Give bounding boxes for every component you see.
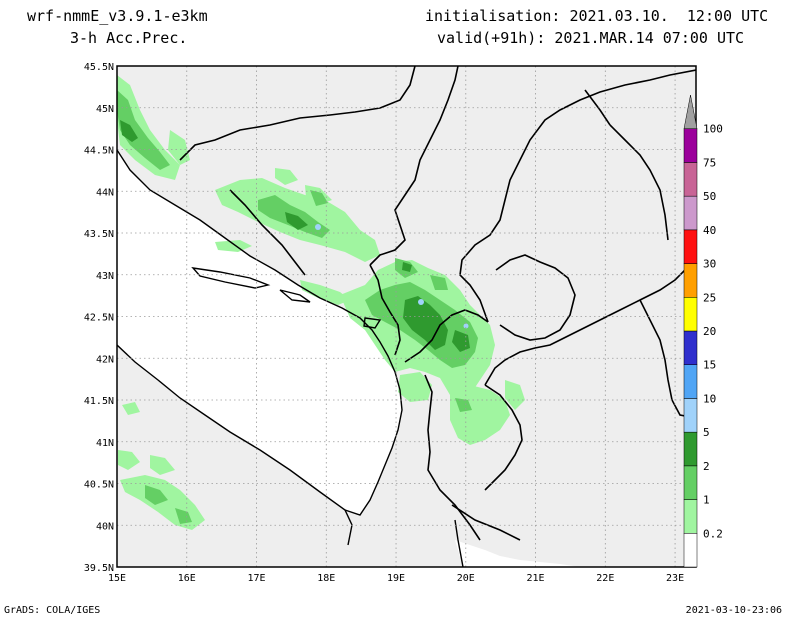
colorbar-label: 10: [703, 392, 716, 405]
lat-axis: 39.5N 40N 40.5N 41N 41.5N 42N 42.5N 43N 43.5N 44N…: [84, 62, 114, 574]
lat-tick-label: 39.5N: [84, 563, 114, 574]
colorbar-label: 15: [703, 359, 716, 372]
model-title: wrf-nmmE_v3.9.1-e3km: [27, 7, 208, 25]
precip-peak: [315, 224, 469, 329]
lon-tick-label: 19E: [387, 573, 405, 584]
footer-timestamp: 2021-03-10-23:06: [685, 605, 782, 616]
colorbar-label: 40: [703, 224, 716, 237]
colorbar-label: 75: [703, 156, 716, 169]
lat-tick-label: 42.5N: [84, 313, 114, 324]
colorbar-label: 5: [703, 426, 710, 439]
colorbar-swatch: [683, 431, 698, 467]
colorbar-swatch: [683, 398, 698, 433]
lon-tick-label: 17E: [247, 573, 265, 584]
lon-tick-label: 23E: [666, 573, 684, 584]
colorbar-label: 20: [703, 325, 716, 338]
lat-tick-label: 45N: [96, 104, 114, 115]
colorbar-swatch: [683, 330, 698, 365]
coastlines: [117, 149, 464, 567]
colorbar-label: 50: [703, 190, 716, 203]
valid-time: valid(+91h): 2021.MAR.14 07:00 UTC: [437, 29, 745, 47]
lon-axis: 15E 16E 17E 18E 19E 20E 21E 22E 23E: [108, 573, 684, 584]
lat-tick-label: 40N: [96, 521, 114, 532]
colorbar-label: 100: [703, 123, 723, 136]
graticule: [117, 66, 696, 567]
country-borders: [179, 66, 696, 541]
lon-tick-label: 18E: [317, 573, 335, 584]
lat-tick-label: 41N: [96, 438, 114, 449]
lon-tick-label: 21E: [527, 573, 545, 584]
colorbar-swatch: [683, 465, 698, 500]
lat-tick-label: 45.5N: [84, 62, 114, 73]
lon-tick-label: 20E: [457, 573, 475, 584]
lat-tick-label: 41.5N: [84, 396, 114, 407]
colorbar-swatch: [683, 499, 698, 534]
colorbar-label: 2: [703, 460, 710, 473]
lat-tick-label: 42N: [96, 354, 114, 365]
colorbar-swatch: [683, 263, 698, 298]
colorbar-swatch: [683, 162, 698, 197]
lat-tick-label: 40.5N: [84, 480, 114, 491]
colorbar-swatch: [683, 94, 698, 129]
lat-tick-label: 43N: [96, 271, 114, 282]
colorbar-swatch: [683, 195, 698, 231]
colorbar-label: 0.2: [703, 527, 723, 540]
footer-credit: GrADS: COLA/IGES: [4, 605, 101, 616]
colorbar-swatch: [683, 533, 698, 568]
colorbar-label: 25: [703, 291, 716, 304]
lat-tick-label: 44.5N: [84, 146, 114, 157]
colorbar-label: 1: [703, 494, 710, 507]
colorbar-swatch: [683, 364, 698, 399]
lat-tick-label: 43.5N: [84, 229, 114, 240]
colorbar-swatch: [683, 128, 698, 163]
lon-tick-label: 15E: [108, 573, 126, 584]
lat-tick-label: 44N: [96, 187, 114, 198]
lon-tick-label: 16E: [178, 573, 196, 584]
variable-title: 3-h Acc.Prec.: [70, 29, 188, 47]
colorbar-label: 30: [703, 258, 716, 271]
colorbar-swatch: [683, 297, 698, 332]
initialisation-time: initialisation: 2021.03.10. 12:00 UTC: [425, 7, 769, 25]
lon-tick-label: 22E: [596, 573, 614, 584]
colorbar-swatch: [683, 229, 698, 264]
